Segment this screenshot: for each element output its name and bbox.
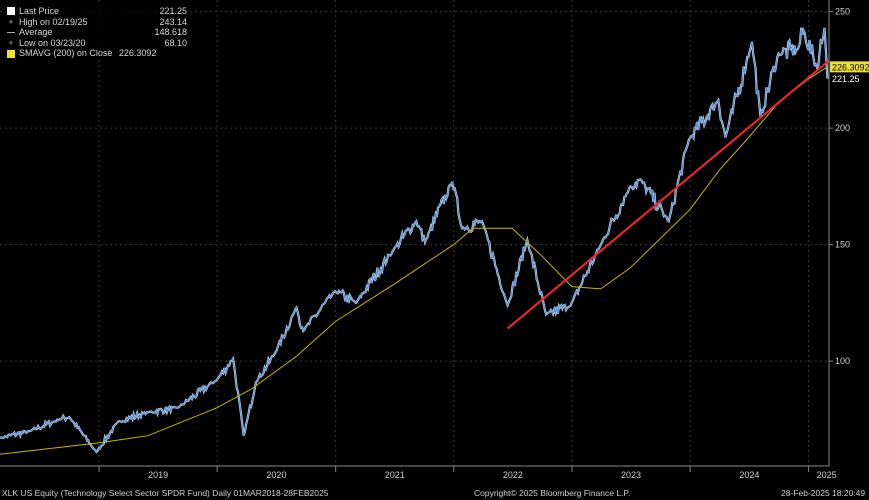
chart-legend: Last Price 221.25 + High on 02/19/25 243… (4, 5, 190, 60)
y-tick-label: 150 (835, 240, 850, 250)
series-last-price-outline (0, 27, 829, 454)
x-tick-label: 2025 (817, 470, 837, 480)
value-label: 226.3092 (832, 62, 869, 72)
legend-item-smavg: SMAVG (200) on Close 226.3092 (7, 48, 187, 59)
legend-item-average: Average 148.618 (7, 27, 187, 38)
series-trendline (506, 59, 830, 330)
legend-key-plus-icon: + (8, 38, 14, 49)
value-label-box (830, 61, 869, 73)
legend-label: High on 02/19/25 (19, 16, 88, 27)
x-tick-label: 2022 (503, 470, 523, 480)
legend-label: Low on 03/23/20 (19, 37, 86, 48)
x-tick-label: 2024 (739, 470, 759, 480)
series-smavg-200 (0, 66, 828, 455)
footer-timestamp: 28-Feb-2025 18:20:49 (781, 488, 866, 498)
y-tick-label: 250 (835, 7, 850, 17)
legend-item-last-price: Last Price 221.25 (7, 6, 187, 17)
axes: 100 150 200 250 2019 2020 2021 2022 2023 2024 2025… (0, 0, 869, 480)
legend-value: 148.618 (154, 27, 187, 38)
legend-key-dash-icon (7, 28, 15, 34)
value-label: 221.25 (832, 74, 860, 84)
legend-item-low: + Low on 03/23/20 68.10 (7, 38, 187, 49)
footer-copyright: Copyright© 2025 Bloomberg Finance L.P. (474, 488, 631, 498)
grid-lines (0, 0, 829, 466)
y-tick-label: 200 (835, 123, 850, 133)
x-tick-label: 2020 (266, 470, 286, 480)
plot-area (0, 27, 830, 455)
x-tick-label: 2023 (621, 470, 641, 480)
x-tick-label: 2021 (385, 470, 405, 480)
legend-value: 243.14 (159, 16, 187, 27)
footer-series-info: XLK US Equity (Technology Select Sector … (2, 488, 329, 498)
legend-label: Average (19, 27, 53, 38)
legend-key-square (7, 7, 15, 16)
legend-value: 221.25 (159, 6, 187, 16)
legend-label: SMAVG (200) on Close (19, 48, 113, 59)
x-tick-label: 2019 (148, 470, 168, 480)
legend-label: Last Price (19, 6, 60, 16)
legend-key-plus-icon: + (8, 16, 14, 27)
legend-value: 68.10 (164, 37, 187, 48)
value-label-box (830, 73, 869, 85)
legend-item-high: + High on 02/19/25 243.14 (7, 17, 187, 28)
legend-key-square (7, 49, 15, 58)
legend-value: 226.3092 (118, 48, 157, 59)
y-tick-label: 100 (835, 356, 850, 366)
series-last-price (0, 27, 828, 453)
